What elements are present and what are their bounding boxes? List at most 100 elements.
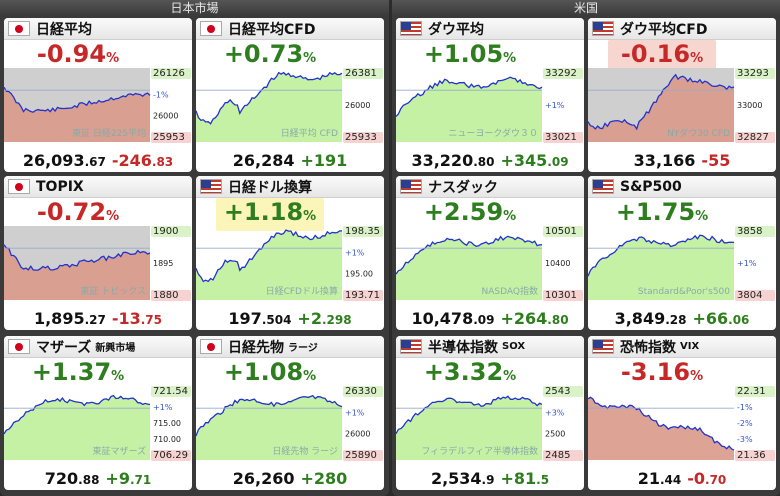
axis-label: 195.00: [345, 270, 373, 279]
axis-label: +3%: [545, 408, 565, 417]
chart-area: [4, 395, 150, 460]
chart-watermark: ニューヨークダウ３０: [448, 127, 538, 139]
us-flag-icon: [592, 21, 614, 36]
price-line: [588, 73, 735, 131]
price-row: 21.44 -0.70: [588, 469, 776, 488]
axis-label: 1900: [153, 226, 178, 237]
japan-flag-icon: [8, 339, 30, 354]
index-card-nikkei-usd[interactable]: 日経ドル換算 +1.18% 日経CFDドル換算 198.35 +1% 195.00 193.…: [196, 176, 384, 330]
change-value: +345: [500, 151, 548, 170]
index-subtitle: ラージ: [288, 343, 318, 354]
card-header: ナスダック: [396, 176, 584, 198]
change-percent: -3.16%: [620, 358, 704, 386]
change-percent: +1.75%: [615, 198, 709, 226]
chart-watermark: 日経平均 CFD: [281, 127, 338, 139]
card-header: TOPIX: [4, 176, 192, 198]
axis-label-box: [735, 386, 775, 397]
change-value: -0: [687, 469, 706, 488]
price-decimal: .80: [473, 155, 495, 169]
index-card-vix[interactable]: 恐怖指数 VIX -3.16% 22.31 -1% -2% -3% 21.36 21.44 -0.…: [588, 336, 776, 490]
price-line: [196, 394, 343, 437]
index-name: TOPIX: [36, 178, 84, 195]
index-card-nikkei[interactable]: 日経平均 -0.94% 東証 日経225平均 26126 -1% 26000 25953 26…: [4, 18, 192, 172]
change-value: +81: [500, 469, 537, 488]
card-header: 半導体指数 SOX: [396, 336, 584, 358]
index-card-nikkei-cfd[interactable]: 日経平均CFD +0.73% 日経平均 CFD 26381 26000 25933 26,2…: [196, 18, 384, 172]
price-row: 2,534.9 +81.5: [396, 469, 584, 488]
axis-label-box: [151, 68, 191, 79]
card-header: マザーズ 新興市場: [4, 336, 192, 358]
price-row: 26,284 +191: [196, 151, 384, 170]
axis-label: +1%: [737, 259, 757, 268]
axis-label: 706.29: [153, 450, 188, 461]
japan-flag-icon: [200, 339, 222, 354]
axis-label: 26126: [153, 68, 185, 79]
intraday-chart: 日経CFDドル換算 198.35 +1% 195.00 193.71: [196, 226, 383, 301]
index-card-sp500[interactable]: S&P500 +1.75% Standard&Poor's500 3858 +1% 380…: [588, 176, 776, 330]
axis-label: 1895: [153, 259, 173, 268]
index-name: ダウ平均CFD: [620, 21, 708, 38]
chart-watermark: 東証 日経225平均: [72, 127, 146, 139]
price-line: [4, 394, 151, 435]
card-header: 恐怖指数 VIX: [588, 336, 776, 358]
intraday-chart: 日経平均 CFD 26381 26000 25933: [196, 68, 383, 143]
chart-watermark: NASDAQ指数: [482, 285, 538, 297]
chart-watermark: 東証マザーズ: [92, 445, 146, 457]
axis-label-box: [543, 386, 583, 397]
index-name: マザーズ: [36, 339, 92, 356]
change-percent: +1.18%: [216, 198, 324, 231]
intraday-chart: ニューヨークダウ３０ 33292 +1% 33021: [396, 68, 583, 143]
index-name: 日経平均CFD: [228, 21, 316, 38]
price-value: 197: [228, 309, 262, 328]
index-name: 日経ドル換算: [228, 179, 312, 196]
axis-label-box: [735, 132, 775, 143]
index-card-mothers[interactable]: マザーズ 新興市場 +1.37% 東証マザーズ 721.54 +1% 715.00 710.0…: [4, 336, 192, 490]
card-header: 日経ドル換算: [196, 176, 384, 198]
index-card-dow-cfd[interactable]: ダウ平均CFD -0.16% NYダウ30 CFD 33293 33000 32827 33…: [588, 18, 776, 172]
axis-label: -1%: [153, 90, 169, 99]
us-flag-icon: [592, 339, 614, 354]
axis-label-box: [543, 68, 583, 79]
axis-label: +1%: [345, 248, 365, 257]
price-line: [588, 234, 735, 277]
index-name: 日経平均: [36, 21, 92, 38]
axis-label: 25953: [153, 132, 185, 143]
index-card-nasdaq[interactable]: ナスダック +2.59% NASDAQ指数 10501 10400 10301 10,478…: [396, 176, 584, 330]
change-percent: +1.05%: [423, 40, 517, 68]
axis-label: 3858: [737, 226, 762, 237]
index-card-dow[interactable]: ダウ平均 +1.05% ニューヨークダウ３０ 33292 +1% 33021 33,220.…: [396, 18, 584, 172]
index-name: 恐怖指数: [620, 339, 676, 356]
price-row: 33,220.80 +345.09: [396, 151, 584, 170]
us-section-title: 米国: [392, 0, 780, 16]
change-value: -13: [111, 309, 141, 328]
axis-label-box: [151, 450, 191, 461]
axis-label-box: [343, 450, 383, 461]
chart-area: [588, 74, 734, 142]
index-card-nikkei-futures[interactable]: 日経先物 ラージ +1.08% 日経先物 ラージ 26330 +1% 26000 25890 2…: [196, 336, 384, 490]
price-row: 26,260 +280: [196, 469, 384, 488]
price-row: 26,093.67 -246.83: [4, 151, 192, 170]
change-decimal: .5: [536, 473, 550, 487]
us-flag-icon: [592, 179, 614, 194]
card-header: 日経平均CFD: [196, 18, 384, 40]
chart-watermark: フィラデルフィア半導体指数: [421, 445, 538, 457]
price-line: [396, 76, 543, 117]
axis-label: 1880: [153, 290, 178, 301]
card-header: S&P500: [588, 176, 776, 198]
axis-label: 26000: [345, 430, 370, 439]
axis-label-box: [543, 290, 583, 301]
change-value: +280: [300, 469, 348, 488]
japan-flag-icon: [8, 21, 30, 36]
intraday-chart: 東証 トピックス 1900 1895 1880: [4, 226, 191, 301]
change-percent: +0.73%: [223, 40, 317, 68]
change-percent: +1.37%: [31, 358, 125, 386]
axis-label-box: [151, 132, 191, 143]
index-subtitle: 新興市場: [95, 343, 136, 354]
axis-label: 26381: [345, 68, 377, 79]
chart-area: [396, 236, 542, 300]
index-name: ダウ平均: [428, 21, 484, 38]
index-card-topix[interactable]: TOPIX -0.72% 東証 トピックス 1900 1895 1880 1,895.27-…: [4, 176, 192, 330]
axis-label: 26330: [345, 386, 377, 397]
change-value: +66: [692, 309, 729, 328]
index-card-sox[interactable]: 半導体指数 SOX +3.32% フィラデルフィア半導体指数 2543 +3% 2500 24…: [396, 336, 584, 490]
